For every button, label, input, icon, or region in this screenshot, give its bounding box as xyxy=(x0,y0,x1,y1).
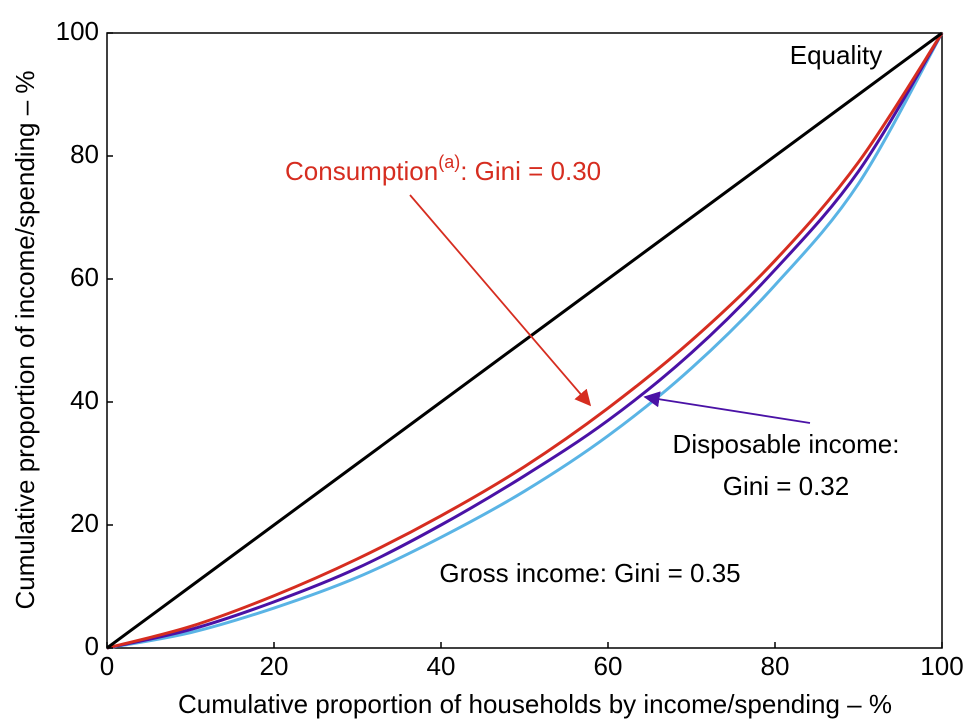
x-axis-label: Cumulative proportion of households by i… xyxy=(178,689,892,719)
x-tick-label: 40 xyxy=(427,651,456,681)
series-line xyxy=(106,31,943,650)
annotation-text: : Gini = 0.30 xyxy=(460,156,601,186)
plot-frame xyxy=(106,32,943,649)
x-tick-label: 20 xyxy=(260,651,289,681)
y-tick-label: 100 xyxy=(56,16,99,46)
series-line xyxy=(106,32,944,650)
y-tick-label: 0 xyxy=(85,631,99,661)
x-tick-label: 0 xyxy=(100,651,114,681)
x-tick-label: 100 xyxy=(920,651,963,681)
annotation-text: Consumption xyxy=(285,156,438,186)
y-tick-label: 80 xyxy=(70,139,99,169)
x-tick-label: 80 xyxy=(761,651,790,681)
y-tick-label: 60 xyxy=(70,262,99,292)
y-tick-label: 20 xyxy=(70,508,99,538)
disposable-arrow xyxy=(643,391,811,424)
y-tick-label: 40 xyxy=(70,385,99,415)
series-line xyxy=(106,32,944,650)
y-axis-label: Cumulative proportion of income/spending… xyxy=(10,70,40,609)
consumption-arrow xyxy=(409,194,592,407)
x-tick-label: 60 xyxy=(594,651,623,681)
equality-label: Equality xyxy=(790,40,883,70)
gross-annotation: Gross income: Gini = 0.35 xyxy=(439,558,740,588)
disposable-annotation: Gini = 0.32 xyxy=(723,471,849,501)
series-line xyxy=(106,32,944,650)
consumption-annotation: Consumption(a): Gini = 0.30 xyxy=(285,152,601,186)
disposable-annotation: Disposable income: xyxy=(673,429,900,459)
annotation-sup: (a) xyxy=(438,152,460,172)
plot-marks xyxy=(106,31,944,650)
